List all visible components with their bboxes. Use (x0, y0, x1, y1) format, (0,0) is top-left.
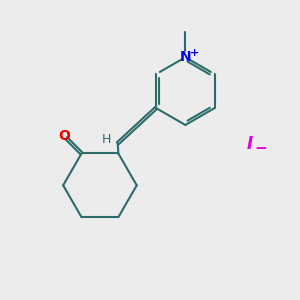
Text: H: H (102, 133, 111, 146)
Text: I: I (247, 135, 253, 153)
Text: +: + (190, 48, 200, 58)
Text: −: − (254, 141, 267, 156)
Text: O: O (58, 129, 70, 143)
Text: N: N (179, 50, 191, 64)
